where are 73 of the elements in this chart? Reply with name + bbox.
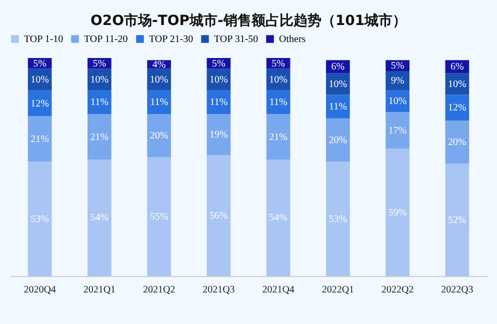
data-label: 10% bbox=[328, 78, 348, 90]
data-label: 54% bbox=[90, 212, 109, 224]
legend-label: TOP 11-20 bbox=[84, 34, 128, 45]
legend-label: TOP 1-10 bbox=[24, 34, 64, 45]
bar bbox=[147, 114, 171, 158]
bar bbox=[147, 90, 171, 114]
bar bbox=[88, 114, 112, 160]
bar bbox=[147, 157, 171, 276]
x-tick-label: 2021Q4 bbox=[262, 284, 294, 296]
legend-label: Others bbox=[279, 34, 306, 45]
x-tick-label: 2022Q2 bbox=[381, 284, 414, 296]
x-tick-label: 2021Q1 bbox=[83, 284, 116, 296]
data-label: 56% bbox=[210, 210, 228, 222]
data-label: 20% bbox=[150, 130, 168, 142]
legend-label: TOP 21-30 bbox=[149, 34, 194, 45]
data-label: 54% bbox=[269, 212, 288, 224]
chart-title: O2O市场-TOP城市-销售额占比趋势（101城市） bbox=[90, 12, 407, 29]
data-label: 9% bbox=[390, 76, 404, 87]
x-tick-label: 2020Q4 bbox=[24, 284, 56, 296]
data-label: 10% bbox=[90, 74, 109, 86]
data-label: 4% bbox=[152, 59, 166, 70]
x-tick-label: 2022Q1 bbox=[322, 284, 354, 296]
bar bbox=[386, 70, 410, 90]
x-tick-label: 2022Q3 bbox=[441, 284, 474, 296]
data-label: 11% bbox=[210, 97, 228, 108]
data-label: 5% bbox=[92, 58, 106, 70]
bar bbox=[386, 148, 410, 276]
data-label: 5% bbox=[33, 58, 46, 70]
data-label: 17% bbox=[388, 125, 407, 136]
data-label: 5% bbox=[272, 58, 285, 70]
legend-label: TOP 31-50 bbox=[214, 34, 258, 45]
bar bbox=[28, 116, 52, 162]
x-tick-label: 2021Q2 bbox=[142, 284, 176, 296]
data-label: 55% bbox=[150, 212, 168, 223]
bar bbox=[326, 94, 350, 118]
bar bbox=[206, 155, 231, 276]
bar bbox=[386, 112, 410, 149]
data-label: 52% bbox=[448, 214, 466, 226]
data-label: 11% bbox=[328, 102, 347, 113]
data-label: 10% bbox=[150, 74, 168, 86]
data-label: 10% bbox=[30, 74, 49, 86]
data-label: 11% bbox=[90, 97, 108, 108]
data-label: 21% bbox=[30, 134, 49, 145]
bar bbox=[266, 114, 290, 160]
bar bbox=[326, 162, 350, 276]
data-label: 12% bbox=[30, 98, 49, 110]
data-label: 11% bbox=[269, 97, 288, 108]
data-label: 6% bbox=[450, 62, 464, 73]
data-label: 20% bbox=[328, 135, 348, 146]
data-label: 20% bbox=[448, 137, 466, 148]
bar bbox=[445, 164, 470, 276]
data-label: 10% bbox=[269, 74, 288, 86]
data-label: 59% bbox=[388, 207, 407, 218]
data-label: 21% bbox=[90, 132, 109, 143]
bar bbox=[445, 120, 470, 164]
bar bbox=[206, 114, 231, 156]
data-label: 10% bbox=[210, 74, 228, 86]
bar bbox=[266, 159, 290, 276]
bar bbox=[28, 162, 52, 276]
data-label: 12% bbox=[448, 102, 466, 114]
data-label: 10% bbox=[388, 96, 407, 108]
data-label: 21% bbox=[269, 132, 288, 143]
bar bbox=[88, 159, 112, 276]
data-label: 5% bbox=[390, 60, 404, 72]
x-tick-label: 2021Q3 bbox=[202, 284, 235, 296]
data-label: 53% bbox=[30, 214, 49, 225]
data-label: 5% bbox=[212, 58, 226, 70]
data-label: 53% bbox=[328, 214, 348, 225]
data-label: 10% bbox=[448, 78, 466, 90]
data-label: 6% bbox=[331, 62, 345, 73]
data-label: 19% bbox=[210, 130, 228, 141]
data-label: 11% bbox=[150, 97, 168, 108]
bar bbox=[326, 118, 350, 162]
